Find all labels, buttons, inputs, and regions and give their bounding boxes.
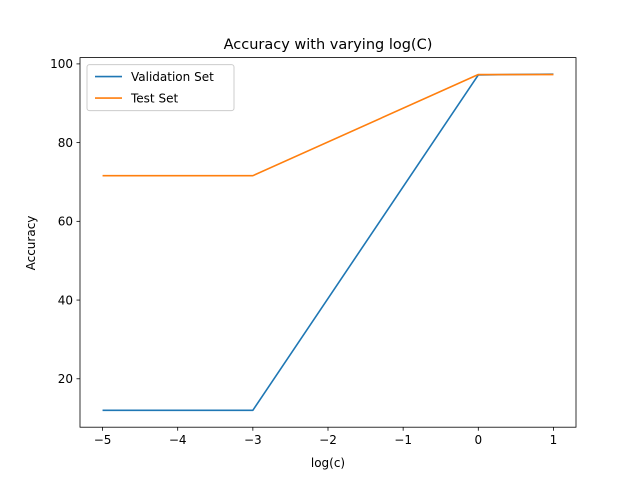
y-tick-label: 40 bbox=[58, 293, 73, 307]
x-tick-label: 1 bbox=[550, 433, 558, 447]
x-tick-label: −1 bbox=[394, 433, 412, 447]
y-tick-label: 60 bbox=[58, 215, 73, 229]
y-tick-label: 80 bbox=[58, 136, 73, 150]
y-axis-title: Accuracy bbox=[24, 216, 38, 271]
x-tick-label: −2 bbox=[319, 433, 337, 447]
y-axis: 20 40 60 80 100 bbox=[50, 57, 80, 386]
x-axis-title: log(c) bbox=[311, 456, 345, 470]
x-axis: −5 −4 −3 −2 −1 0 1 bbox=[94, 427, 558, 447]
series-line-1 bbox=[102, 73, 554, 177]
y-tick-label: 100 bbox=[50, 57, 73, 71]
chart-title: Accuracy with varying log(C) bbox=[224, 37, 433, 53]
x-tick-label: −5 bbox=[94, 433, 112, 447]
x-tick-label: −3 bbox=[244, 433, 262, 447]
plot-area bbox=[102, 73, 554, 412]
legend-label-1: Test Set bbox=[130, 91, 178, 105]
x-tick-label: −4 bbox=[169, 433, 187, 447]
legend-box bbox=[86, 64, 235, 112]
legend: Validation Set Test Set bbox=[86, 64, 235, 112]
x-tick-label: 0 bbox=[474, 433, 482, 447]
legend-label-0: Validation Set bbox=[131, 70, 214, 84]
y-tick-label: 20 bbox=[58, 372, 73, 386]
